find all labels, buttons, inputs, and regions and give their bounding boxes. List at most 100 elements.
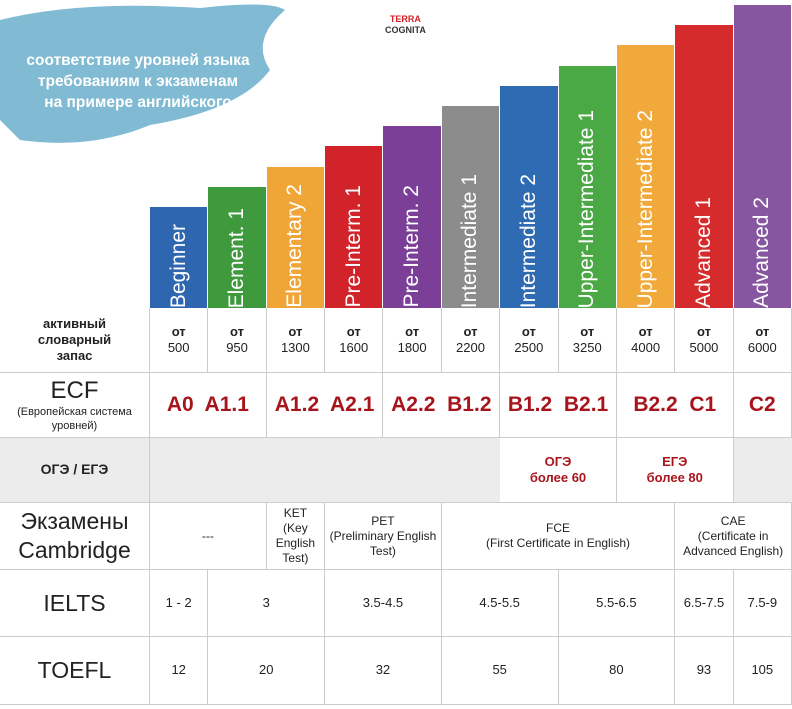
- cell: 3: [208, 570, 326, 637]
- cell-text: B2.2 C1: [633, 392, 717, 416]
- logo: TERRA COGNITA: [385, 14, 426, 36]
- cell-text: словарный: [37, 331, 112, 347]
- level-bar: Element. 1: [208, 186, 266, 308]
- cell-text: от: [755, 323, 770, 339]
- cell-text: 500: [167, 340, 190, 355]
- cell-text: ECF: [50, 377, 99, 405]
- cell-text: ОГЭ / ЕГЭ: [40, 461, 109, 478]
- cell-text: активный: [42, 315, 107, 331]
- level-name: Pre-Interm. 2: [400, 185, 424, 308]
- cell: 105: [733, 637, 792, 705]
- cell-text: от: [463, 323, 478, 339]
- cell-text: от: [171, 323, 186, 339]
- cell-text: 1800: [397, 340, 427, 355]
- cell-text: от: [696, 323, 711, 339]
- cell-text: 80: [609, 662, 624, 678]
- level-name: Pre-Interm. 1: [341, 185, 365, 308]
- cell-text: от: [346, 323, 361, 339]
- cell-text: Экзамены: [20, 508, 129, 535]
- cell: B1.2 B2.1: [500, 373, 617, 438]
- level-name: Advanced 1: [691, 197, 715, 308]
- cell-text: FCE: [546, 521, 571, 535]
- cell-text: (Key: [283, 521, 308, 535]
- cell-text: A1.2 A2.1: [274, 392, 375, 416]
- cell-text: PET: [371, 513, 395, 528]
- cell: ОГЭ более 60: [500, 438, 617, 503]
- level-name: Upper-Intermediate 2: [633, 109, 657, 308]
- level-name: Intermediate 2: [516, 173, 540, 308]
- level-name: Intermediate 1: [458, 173, 482, 308]
- cell-text: 3: [262, 594, 270, 610]
- cell: 80: [558, 637, 676, 705]
- level-bar: Intermediate 1: [441, 106, 500, 308]
- cell: 6.5-7.5: [675, 570, 734, 637]
- cell: от 1300: [266, 308, 326, 373]
- cell-text: 2500: [514, 340, 544, 355]
- cell: ---: [150, 503, 267, 570]
- cell-text: 20: [258, 662, 274, 678]
- cell-text: 3250: [572, 340, 602, 355]
- row-label: ОГЭ / ЕГЭ: [0, 438, 150, 503]
- cell-text: от: [288, 323, 303, 339]
- cell-text: 1300: [280, 340, 310, 355]
- cell-text: 6000: [747, 340, 777, 355]
- level-bar: Advanced 2: [733, 5, 791, 308]
- title-line: требованиям к экзаменам: [37, 73, 239, 90]
- cell: от 2200: [441, 308, 501, 373]
- cell: ЕГЭ более 80: [616, 438, 734, 503]
- cell-text: 5000: [689, 340, 719, 355]
- cell: 12: [150, 637, 209, 705]
- level-bar: Elementary 2: [266, 166, 325, 308]
- cell-text: ЕГЭ: [662, 453, 688, 469]
- level-bar: Upper-Intermediate 1: [558, 65, 616, 308]
- level-bar: Pre-Interm. 2: [383, 126, 441, 308]
- cell-text: Cambridge: [18, 537, 131, 563]
- cell-text: CAE: [720, 513, 746, 528]
- cell-text: 12: [171, 662, 186, 678]
- row-label: ECF (Европейская система уровней): [0, 373, 150, 438]
- cell: 7.5-9: [733, 570, 792, 637]
- cell-text: от: [521, 323, 536, 339]
- cell-text: A0 A1.1: [166, 392, 249, 416]
- cell-text: запас: [56, 348, 93, 364]
- cell: от 1600: [325, 308, 384, 373]
- cell-text: 950: [226, 340, 248, 355]
- cell-text: 2200: [456, 340, 485, 355]
- cell: от 3250: [558, 308, 617, 373]
- cell-text: KET: [283, 506, 308, 520]
- cell-text: C2: [748, 392, 776, 416]
- cell: 5.5-6.5: [558, 570, 676, 637]
- cell-text: TOEFL: [37, 657, 112, 684]
- cell-text: (Preliminary English: [329, 528, 437, 543]
- level-name: Beginner: [166, 223, 190, 308]
- cell-text: (First Certificate in English): [486, 536, 631, 550]
- title: соответствие уровней языка требованиям к…: [8, 50, 268, 113]
- cell-text: 1 - 2: [165, 594, 192, 610]
- cell: от 950: [208, 308, 267, 373]
- cell-text: 105: [751, 662, 774, 678]
- level-bar: Upper-Intermediate 2: [616, 45, 675, 308]
- cell: A0 A1.1: [150, 373, 267, 438]
- cell-text: ОГЭ: [544, 453, 572, 469]
- cell: 93: [675, 637, 734, 705]
- cell: 55: [441, 637, 559, 705]
- row-label: Экзамены Cambridge: [0, 503, 150, 570]
- level-name: Element. 1: [225, 207, 249, 308]
- cell: 4.5-5.5: [441, 570, 559, 637]
- title-line: соответствие уровней языка: [26, 52, 250, 69]
- cell-text: 1600: [339, 340, 369, 355]
- cell-text: (Certificate in: [697, 528, 769, 543]
- cell-text: (Европейская система уровней): [17, 406, 132, 432]
- cell: 20: [208, 637, 326, 705]
- cell-text: Test): [369, 543, 396, 558]
- cell: от 500: [150, 308, 209, 373]
- title-line: на примере английского: [44, 94, 232, 111]
- cell-text: от: [405, 323, 420, 339]
- cell: A1.2 A2.1: [266, 373, 384, 438]
- cell-text: A2.2 B1.2: [391, 392, 492, 416]
- cell: от 6000: [733, 308, 792, 373]
- cell-text: B1.2 B2.1: [507, 392, 609, 416]
- level-bar: Intermediate 2: [500, 85, 558, 308]
- level-name: Elementary 2: [283, 184, 307, 308]
